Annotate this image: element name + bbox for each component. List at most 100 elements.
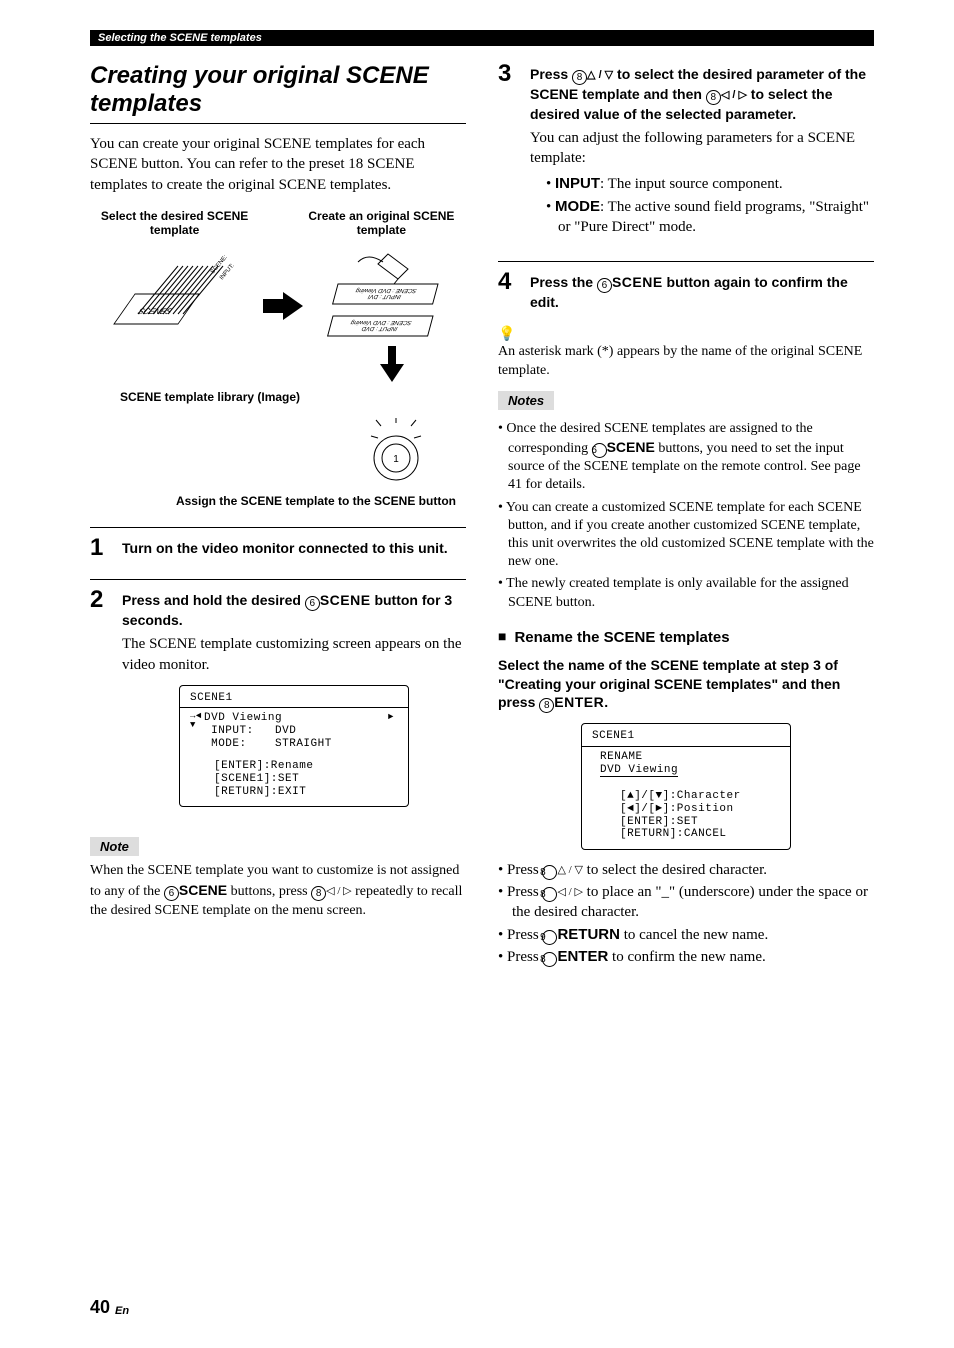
n1scene: SCENE <box>607 439 655 455</box>
param-list: • INPUT: The input source component. • M… <box>546 174 874 237</box>
note-1-text: When the SCENE template you want to cust… <box>90 862 466 921</box>
step-2: 2 Press and hold the desired 6SCENE butt… <box>90 588 466 817</box>
rb4c: 8 <box>542 952 557 967</box>
rename-heading-text: Rename the SCENE templates <box>514 629 729 646</box>
page-number-value: 40 <box>90 1297 110 1317</box>
s3-c2: 8 <box>706 90 721 105</box>
rb3c: 9 <box>542 930 557 945</box>
param-mode-label: MODE <box>555 198 600 215</box>
rb-2: • Press 8◁ / ▷ to place an "_" (undersco… <box>498 882 874 923</box>
screen2-l4: [◄]/[►]:Position <box>620 803 780 816</box>
rename-para: Select the name of the SCENE template at… <box>498 656 874 714</box>
rb4ent: ENTER <box>557 948 608 965</box>
param-input: • INPUT: The input source component. <box>546 174 874 194</box>
param-input-text: : The input source component. <box>600 176 783 192</box>
step-2-text: The SCENE template customizing screen ap… <box>122 634 466 675</box>
rb2arr: ◁ / ▷ <box>557 886 582 898</box>
rename-bullets: • Press 8△ / ▽ to select the desired cha… <box>498 860 874 967</box>
rb-4: • Press 8ENTER to confirm the new name. <box>498 947 874 967</box>
page-root: Selecting the SCENE templates Creating y… <box>0 0 954 1348</box>
step-3-text: You can adjust the following parameters … <box>530 128 874 169</box>
rb4b: to confirm the new name. <box>608 949 765 965</box>
rb3a: Press <box>507 927 542 943</box>
note1-c1: 6 <box>164 886 179 901</box>
assign-caption: Assign the SCENE template to the SCENE b… <box>90 494 466 508</box>
step-2-head: Press and hold the desired 6SCENE button… <box>122 591 466 630</box>
rename-p2: . <box>604 694 608 710</box>
screen2-l3: [▲]/[▼]:Character <box>620 790 780 803</box>
svg-text:INPUT : DVD: INPUT : DVD <box>360 325 398 332</box>
s3-arr2: ◁ / ▷ <box>721 89 747 101</box>
svg-text:INPUT : DVI: INPUT : DVI <box>367 293 402 300</box>
step-divider-2 <box>90 579 466 580</box>
s4-p1: Press the <box>530 274 597 290</box>
note1-c2: 8 <box>311 886 326 901</box>
screen1-l2: INPUT: DVD <box>204 725 388 738</box>
step-1: 1 Turn on the video monitor connected to… <box>90 536 466 562</box>
rename-enter: ENTER <box>554 694 604 710</box>
notes-label: Notes <box>498 391 554 410</box>
rename-heading: ■ Rename the SCENE templates <box>498 628 874 646</box>
tip-icon: 💡 <box>498 326 874 343</box>
note-1-label: Note <box>90 837 139 856</box>
step-4-head: Press the 6SCENE button again to confirm… <box>530 273 874 312</box>
header-bar: Selecting the SCENE templates <box>90 30 874 46</box>
step-3: 3 Press 8△ / ▽ to select the desired par… <box>498 62 874 243</box>
screen1-l6: [RETURN]:EXIT <box>214 786 398 799</box>
square-bullet-icon: ■ <box>498 628 506 644</box>
param-mode-text: : The active sound field programs, "Stra… <box>558 199 869 235</box>
n3: The newly created template is only avail… <box>506 576 848 609</box>
notes-item-2: • You can create a customized SCENE temp… <box>498 499 874 572</box>
scene-button-svg: 1 <box>90 418 466 488</box>
screen1-l3: MODE: STRAIGHT <box>204 738 388 751</box>
step-2-head-pre: Press and hold the desired <box>122 592 305 608</box>
param-mode: • MODE: The active sound field programs,… <box>546 197 874 238</box>
step-divider-1 <box>90 527 466 528</box>
n1c: 6 <box>592 443 607 458</box>
s3-p1: Press <box>530 66 572 82</box>
step-2-scene: SCENE <box>320 592 371 608</box>
rb1arr: △ / ▽ <box>557 864 582 876</box>
step-3-number: 3 <box>498 62 516 243</box>
step-divider-4 <box>498 261 874 262</box>
rb1c: 8 <box>542 865 557 880</box>
step-2-number: 2 <box>90 588 108 817</box>
screen1-l1: DVD Viewing <box>204 712 388 725</box>
step-2-circled: 6 <box>305 596 320 611</box>
step-1-head: Turn on the video monitor connected to t… <box>122 539 466 558</box>
rb1a: Press <box>507 862 542 878</box>
screen1-title: SCENE1 <box>190 692 398 705</box>
diagram-left-label: Select the desired SCENE template <box>90 209 259 238</box>
rename-c: 8 <box>539 698 554 713</box>
rb2c: 8 <box>542 887 557 902</box>
library-caption: SCENE template library (Image) <box>90 390 466 404</box>
s4-scene: SCENE <box>612 274 663 290</box>
tip-text: An asterisk mark (*) appears by the name… <box>498 343 874 381</box>
rb3ret: RETURN <box>557 926 620 943</box>
rb4a: Press <box>507 949 542 965</box>
screen2-l5: [ENTER]:SET <box>620 816 780 829</box>
screen2-l6: [RETURN]:CANCEL <box>620 828 780 841</box>
svg-text:SCENE : DVD Viewing: SCENE : DVD Viewing <box>349 319 412 326</box>
screen-2: SCENE1 RENAME DVD Viewing [▲]/[▼]:Charac… <box>581 723 791 849</box>
page-number: 40 En <box>90 1297 129 1318</box>
step-4-number: 4 <box>498 270 516 316</box>
rb1b: to select the desired character. <box>583 862 767 878</box>
rb-3: • Press 9RETURN to cancel the new name. <box>498 925 874 945</box>
screen2-l2: DVD Viewing <box>600 764 780 777</box>
diagram-right-label: Create an original SCENE template <box>297 209 466 238</box>
param-input-label: INPUT <box>555 175 600 192</box>
note1-scene: SCENE <box>179 882 227 898</box>
svg-text:1: 1 <box>393 454 399 465</box>
note1-arrows: ◁ / ▷ <box>326 885 351 897</box>
step-3-head: Press 8△ / ▽ to select the desired param… <box>530 65 874 124</box>
screen1-l5: [SCENE1]:SET <box>214 773 398 786</box>
notes-list: • Once the desired SCENE templates are a… <box>498 420 874 612</box>
notes-item-3: • The newly created template is only ava… <box>498 575 874 611</box>
note1-t2: buttons, press <box>227 884 311 899</box>
rb3b: to cancel the new name. <box>620 927 768 943</box>
page-lang: En <box>115 1305 129 1317</box>
right-column: 3 Press 8△ / ▽ to select the desired par… <box>498 62 874 969</box>
rb-1: • Press 8△ / ▽ to select the desired cha… <box>498 860 874 880</box>
intro-text: You can create your original SCENE templ… <box>90 134 466 195</box>
